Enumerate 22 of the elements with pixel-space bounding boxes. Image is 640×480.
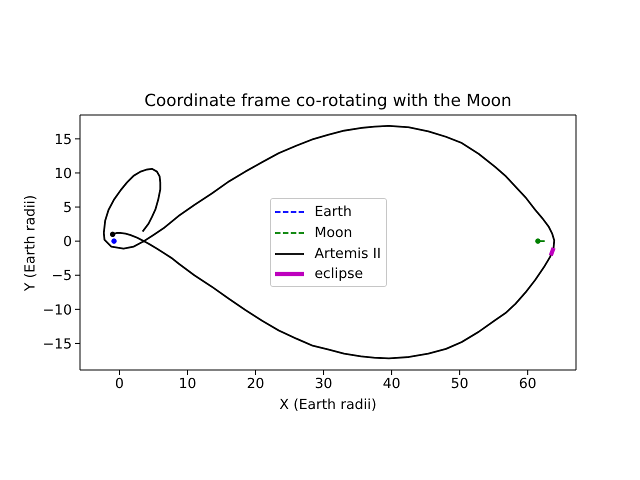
line-series [102, 125, 556, 360]
y-tick-label: −10 [42, 302, 72, 318]
y-axis-title: Y (Earth radii) [21, 193, 39, 293]
x-tick-label: 10 [178, 376, 196, 392]
x-tick-label: 0 [115, 376, 124, 392]
y-tick-label: 10 [54, 166, 72, 182]
legend-label: Artemis II [314, 246, 381, 262]
x-tick-label: 30 [314, 376, 332, 392]
y-tick-label: 0 [63, 234, 72, 250]
x-tick-label: 50 [450, 376, 468, 392]
y-tick-label: −15 [42, 336, 72, 352]
x-tick-label: 40 [382, 376, 400, 392]
x-tick-label: 60 [518, 376, 537, 392]
y-tick-label: −5 [52, 268, 72, 284]
legend-label: eclipse [314, 266, 364, 282]
x-tick-label: 20 [246, 376, 264, 392]
x-axis-title: X (Earth radii) [278, 396, 378, 414]
legend-label: Moon [314, 225, 352, 242]
y-tick-label: 15 [54, 132, 72, 148]
chart-title: Coordinate frame co-rotating with the Moon [143, 90, 513, 110]
legend-label: Earth [314, 204, 352, 220]
y-tick-label: 5 [63, 200, 72, 216]
